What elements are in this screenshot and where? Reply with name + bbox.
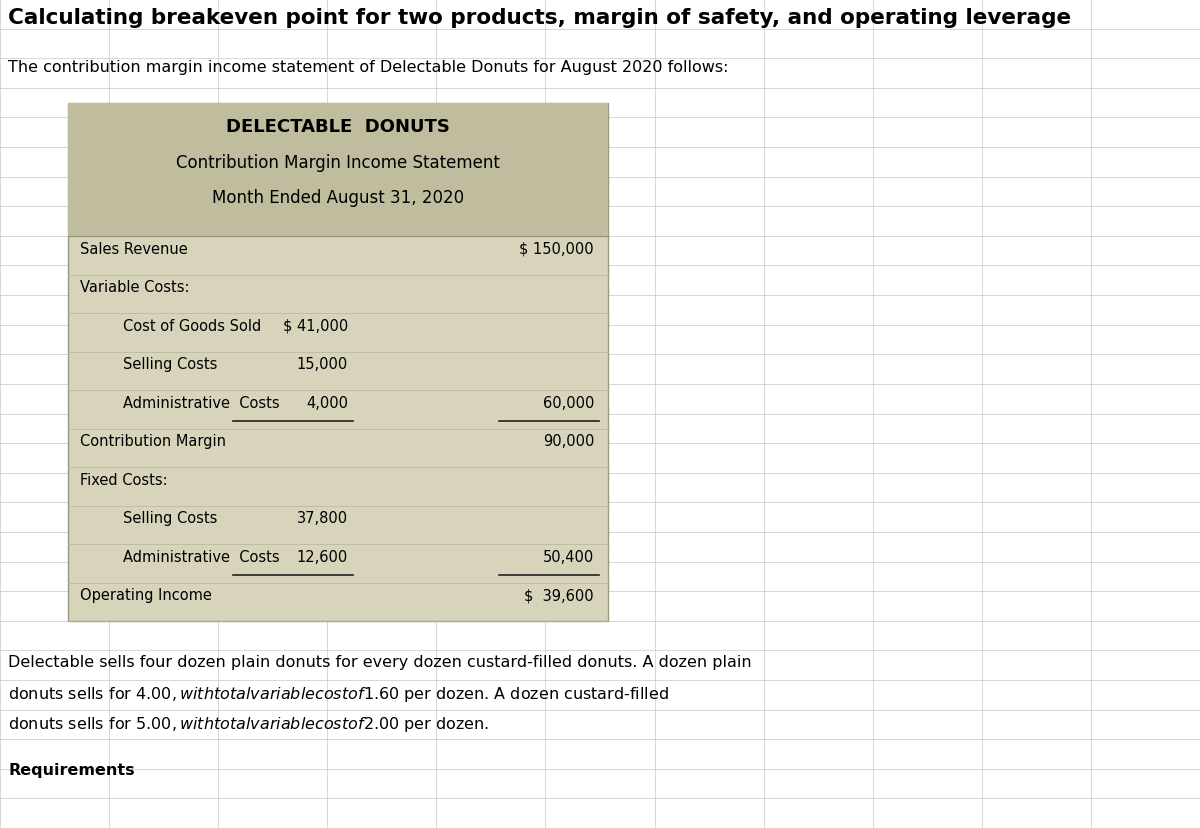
Text: Cost of Goods Sold: Cost of Goods Sold [124,318,262,334]
Text: Variable Costs:: Variable Costs: [80,280,190,295]
Text: $ 150,000: $ 150,000 [520,242,594,257]
Text: Administrative  Costs: Administrative Costs [124,549,280,564]
Text: Calculating breakeven point for two products, margin of safety, and operating le: Calculating breakeven point for two prod… [8,8,1072,28]
Text: Contribution Margin: Contribution Margin [80,434,226,449]
Text: Selling Costs: Selling Costs [124,511,217,526]
Text: 37,800: 37,800 [296,511,348,526]
Text: DELECTABLE  DONUTS: DELECTABLE DONUTS [226,118,450,136]
Text: Month Ended August 31, 2020: Month Ended August 31, 2020 [212,189,464,207]
Text: $  39,600: $ 39,600 [524,588,594,603]
Text: Selling Costs: Selling Costs [124,357,217,372]
Text: Operating Income: Operating Income [80,588,212,603]
Text: Administrative  Costs: Administrative Costs [124,395,280,410]
Text: Requirements: Requirements [8,762,134,777]
Text: $ 41,000: $ 41,000 [283,318,348,334]
Text: 15,000: 15,000 [296,357,348,372]
Text: donuts sells for $5.00, with total variable cost of $2.00 per dozen.: donuts sells for $5.00, with total varia… [8,714,490,733]
Text: 60,000: 60,000 [542,395,594,410]
Text: The contribution margin income statement of Delectable Donuts for August 2020 fo: The contribution margin income statement… [8,60,728,75]
Text: 50,400: 50,400 [542,549,594,564]
FancyBboxPatch shape [68,104,608,621]
FancyBboxPatch shape [68,104,608,237]
Text: 4,000: 4,000 [306,395,348,410]
Text: 90,000: 90,000 [542,434,594,449]
Text: Fixed Costs:: Fixed Costs: [80,472,168,487]
Text: Contribution Margin Income Statement: Contribution Margin Income Statement [176,154,500,171]
Text: Sales Revenue: Sales Revenue [80,242,187,257]
Text: 12,600: 12,600 [296,549,348,564]
Text: Delectable sells four dozen plain donuts for every dozen custard-filled donuts. : Delectable sells four dozen plain donuts… [8,654,751,669]
Text: donuts sells for $4.00, with total variable cost of $1.60 per dozen. A dozen cus: donuts sells for $4.00, with total varia… [8,684,668,703]
